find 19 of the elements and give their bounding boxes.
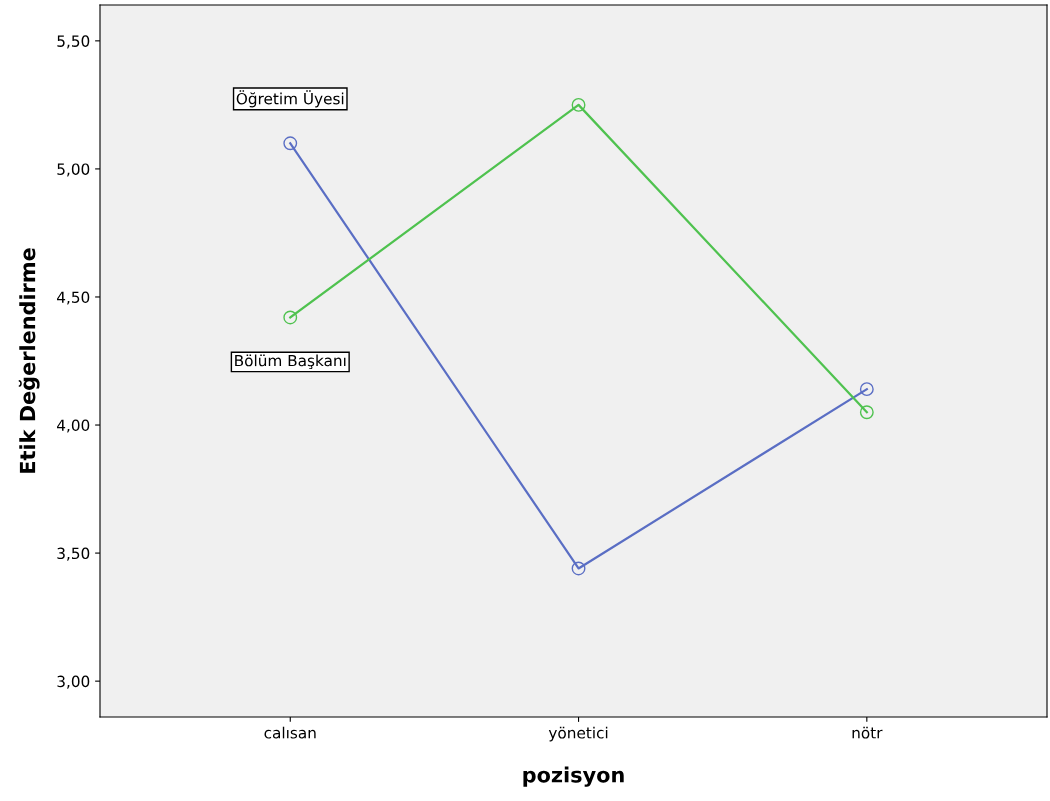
point — [571, 97, 586, 112]
y-tick-label: 4,50 — [57, 291, 90, 305]
x-tick-label: nötr — [852, 726, 883, 739]
y-tick-label: 3,50 — [57, 547, 90, 561]
x-axis-title: pozisyon — [523, 766, 624, 787]
y-tick-label: 5,00 — [57, 163, 90, 177]
point — [571, 561, 586, 576]
x-tick-label: calısan — [264, 726, 316, 739]
point — [283, 136, 298, 151]
text: Öğretim Üyesi — [236, 90, 344, 108]
y-tick-label: 4,00 — [57, 419, 90, 433]
x-tick-label: yönetici — [548, 726, 608, 742]
y-axis-title: Etik Değerlendirme — [18, 248, 40, 473]
text: Bölüm Başkanı — [235, 354, 346, 370]
y-tick-label: 5,50 — [57, 35, 90, 49]
point — [283, 310, 298, 325]
point — [859, 405, 874, 420]
point — [859, 382, 874, 397]
y-tick-label: 3,00 — [57, 675, 90, 689]
